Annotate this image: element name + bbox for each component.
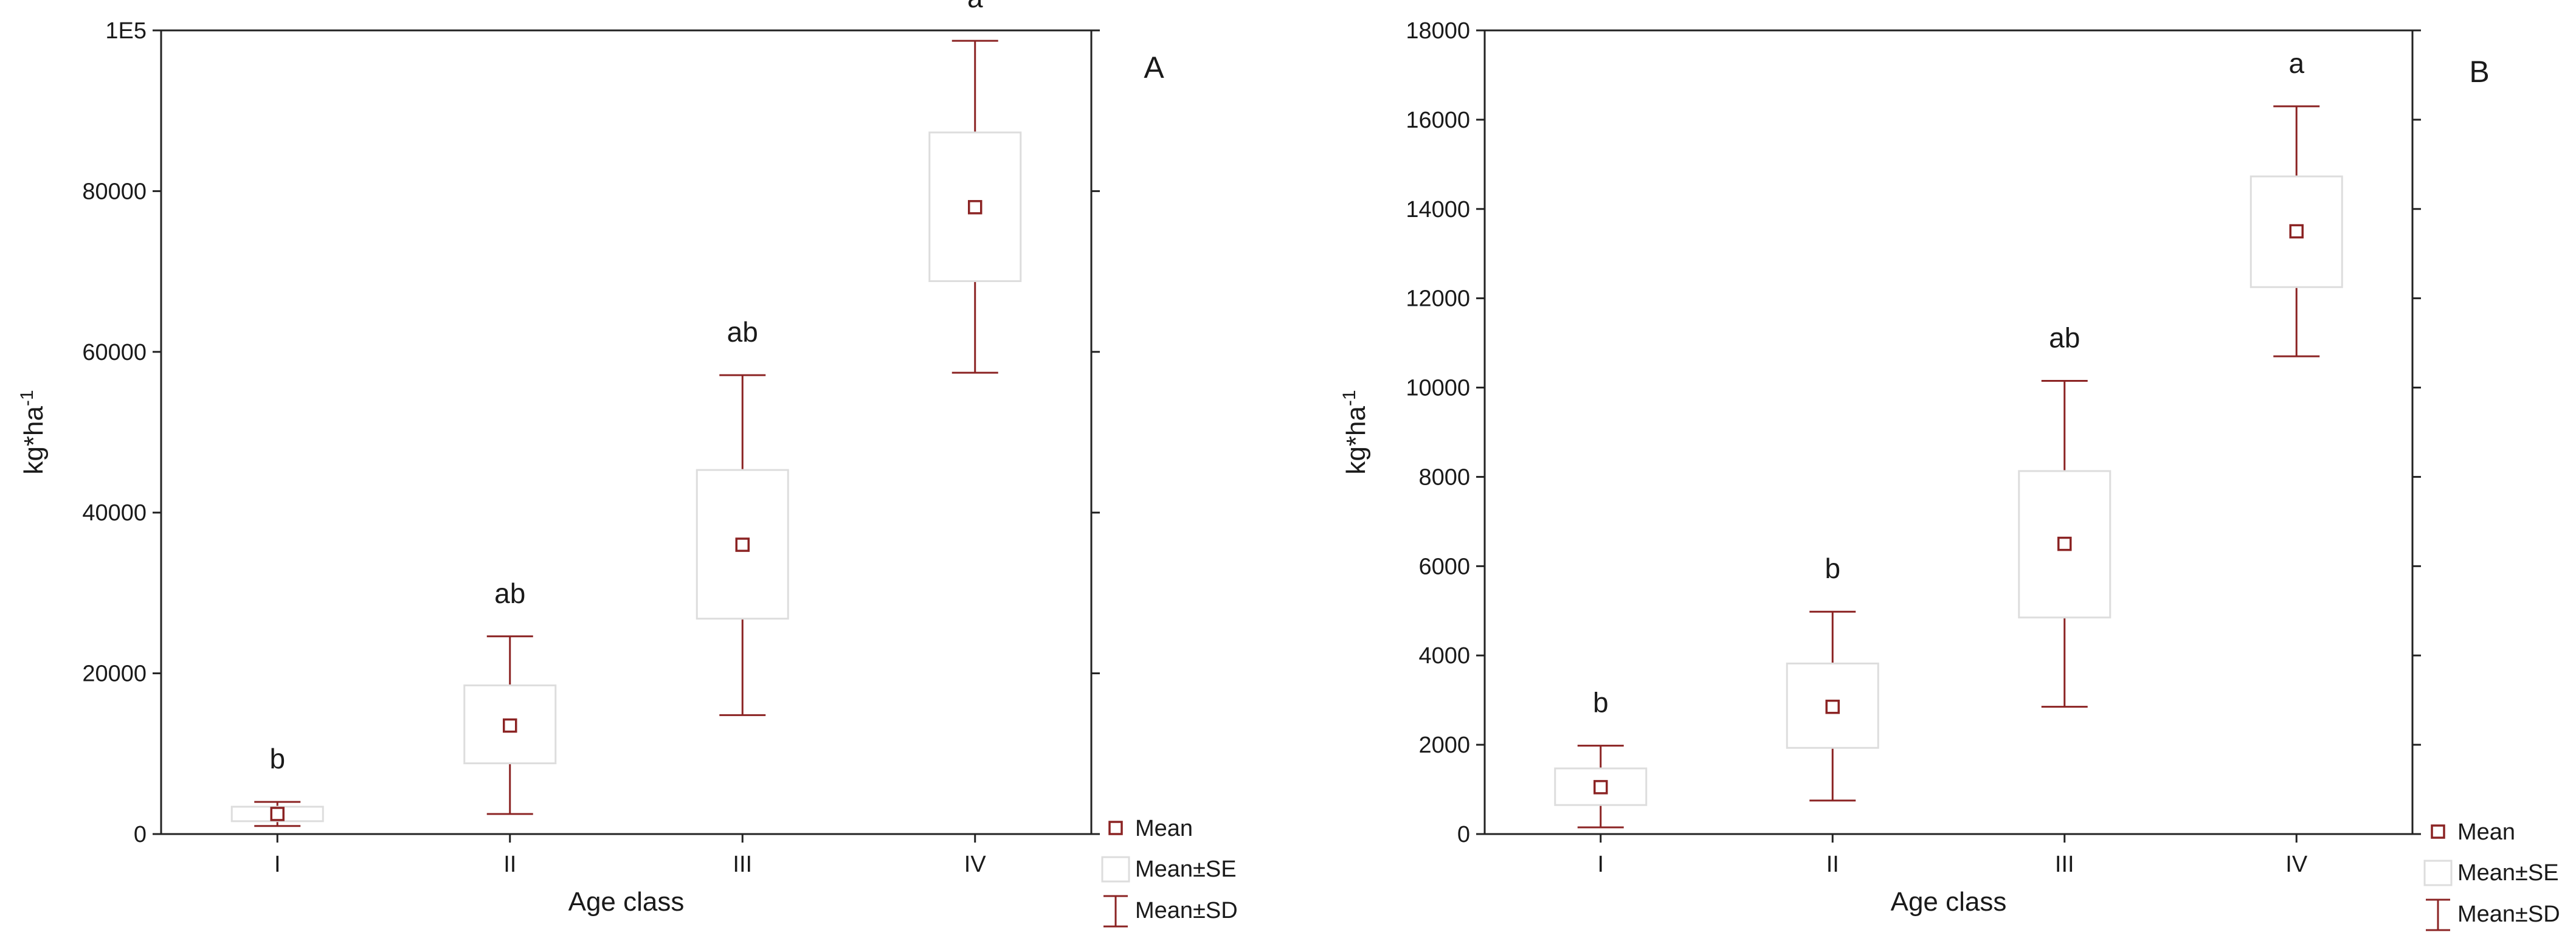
x-tick-label: II	[1826, 852, 1839, 877]
x-tick-label: I	[274, 852, 281, 877]
mean-marker	[1825, 699, 1840, 714]
y-tick-label: 1E5	[105, 18, 147, 44]
y-tick-label: 6000	[1418, 554, 1470, 579]
y-axis-title-main: kg*ha	[19, 406, 49, 475]
panel-label: A	[1144, 50, 1164, 84]
x-tick-label: II	[503, 852, 516, 877]
group-letter: a	[967, 0, 983, 13]
y-tick-label: 16000	[1406, 108, 1470, 133]
x-axis-title: Age class	[568, 887, 685, 917]
y-axis-title: kg*ha-1	[17, 390, 49, 474]
legend: Mean Mean±SE Mean±SD	[1101, 816, 1238, 928]
y-tick-label: 10000	[1406, 376, 1470, 401]
group-letter: b	[1593, 687, 1609, 719]
plot-frame	[160, 29, 1093, 835]
chart-panel-b: 0 2000 4000 6000 8000 10000 12000 14000 16000 180…	[1339, 18, 2560, 931]
mean-marker	[735, 537, 750, 552]
legend-se-label: Mean±SE	[2457, 860, 2559, 886]
x-tick-label: IV	[964, 852, 987, 877]
legend-se-icon	[2423, 860, 2453, 886]
y-tick-label: 20000	[82, 661, 147, 687]
mean-marker	[1594, 780, 1608, 795]
group-letter: b	[1825, 553, 1840, 584]
legend-mean-icon	[1108, 821, 1123, 835]
mean-marker	[503, 718, 517, 733]
y-tick-label: 14000	[1406, 197, 1470, 222]
panel-label: B	[2469, 55, 2489, 89]
legend-sd-label: Mean±SD	[1135, 898, 1238, 923]
x-tick-label: IV	[2285, 852, 2308, 877]
y-tick-label: 8000	[1418, 464, 1470, 490]
legend-se-label: Mean±SE	[1135, 857, 1237, 882]
group-letter: ab	[2049, 322, 2080, 354]
y-axis-title-superscript: -1	[17, 390, 37, 406]
y-tick-label: 0	[1457, 822, 1470, 847]
legend: Mean Mean±SE Mean±SD	[2423, 819, 2560, 931]
group-letter: a	[2288, 47, 2304, 79]
group-letter: b	[269, 743, 285, 774]
mean-marker	[2289, 224, 2304, 239]
x-axis-title: Age class	[1891, 887, 2007, 917]
mean-marker	[2057, 536, 2072, 551]
y-axis-title: kg*ha-1	[1339, 390, 1371, 474]
legend-mean-icon	[2431, 824, 2445, 839]
y-tick-label: 80000	[82, 179, 147, 204]
y-tick-label: 60000	[82, 340, 147, 365]
plot-frame	[1483, 29, 2414, 835]
y-tick-label: 4000	[1418, 643, 1470, 669]
group-letter: ab	[727, 316, 758, 348]
y-axis-title-superscript: -1	[1339, 390, 1359, 406]
legend-se-icon	[1101, 856, 1130, 883]
y-tick-label: 18000	[1406, 18, 1470, 44]
mean-marker	[968, 200, 982, 215]
group-letter: ab	[494, 578, 525, 609]
y-axis-title-main: kg*ha	[1341, 406, 1371, 475]
x-tick-label: III	[2055, 852, 2074, 877]
y-tick-label: 2000	[1418, 733, 1470, 758]
x-tick-label: III	[733, 852, 752, 877]
mean-marker	[270, 807, 285, 821]
y-tick-label: 12000	[1406, 286, 1470, 312]
legend-sd-label: Mean±SD	[2457, 902, 2560, 927]
legend-mean-label: Mean	[2457, 819, 2515, 845]
y-tick-label: 40000	[82, 500, 147, 526]
chart-panel-a: 0200004000060000800001E5IIIIIIIVbababaAk…	[17, 0, 1238, 928]
legend-mean-label: Mean	[1135, 816, 1193, 841]
x-tick-label: I	[1597, 852, 1604, 877]
y-tick-label: 0	[134, 822, 147, 847]
